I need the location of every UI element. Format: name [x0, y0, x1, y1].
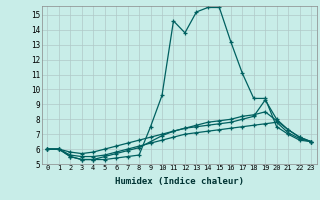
- X-axis label: Humidex (Indice chaleur): Humidex (Indice chaleur): [115, 177, 244, 186]
